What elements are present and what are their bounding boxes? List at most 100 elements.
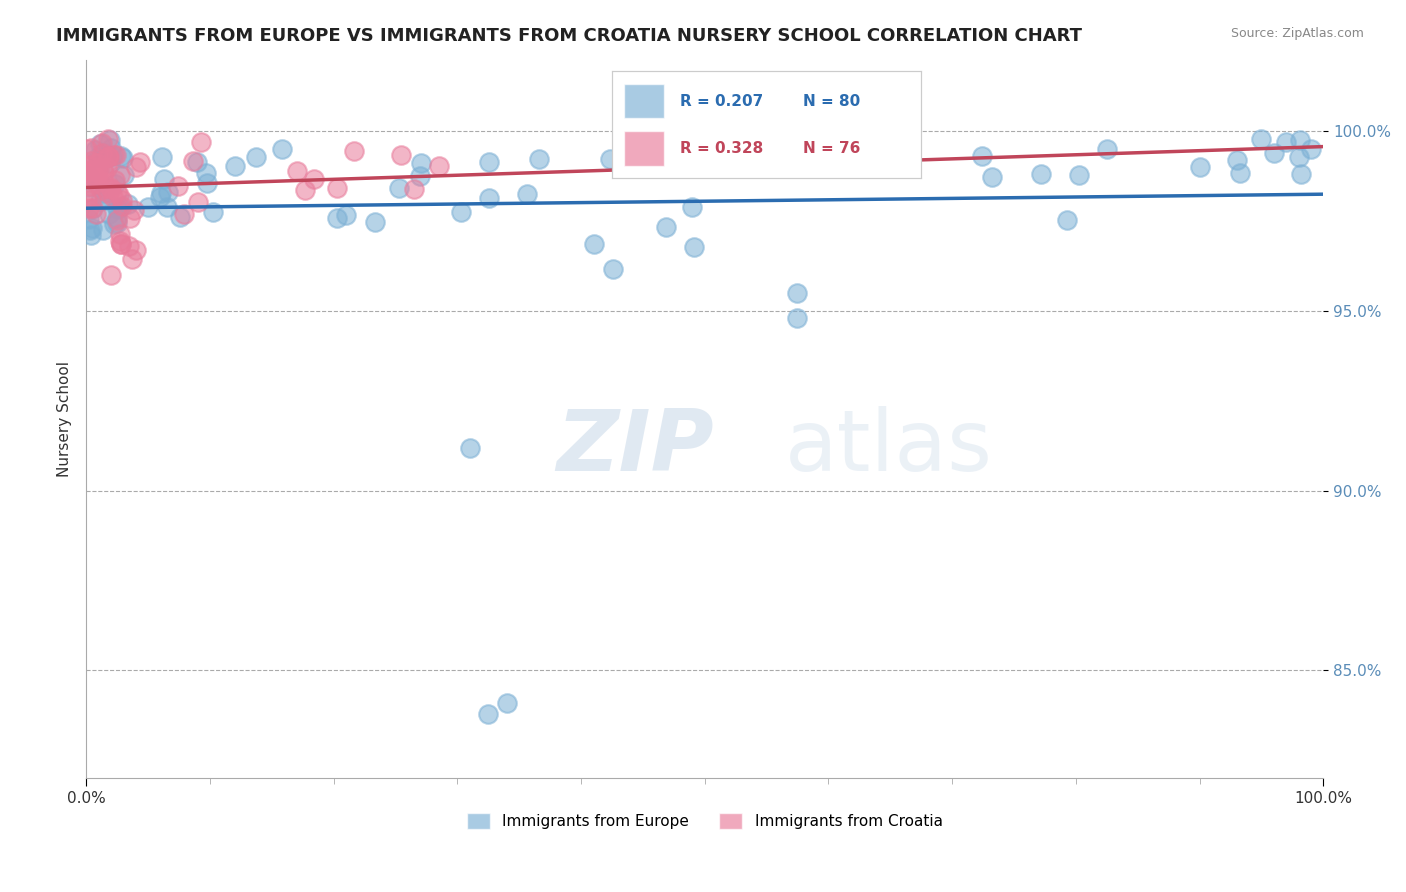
Point <box>80 164 103 178</box>
Point <box>224 159 246 173</box>
Point <box>149 189 172 203</box>
Point <box>150 186 173 201</box>
Point <box>157 186 180 200</box>
Point <box>1299 143 1322 157</box>
Point <box>335 208 357 222</box>
Point <box>89 162 111 177</box>
Point <box>84 207 107 221</box>
Point <box>77 169 100 184</box>
Point <box>786 286 808 301</box>
Point <box>100 268 122 283</box>
Point <box>1288 150 1310 164</box>
Text: R = 0.328: R = 0.328 <box>679 141 763 156</box>
Point <box>125 160 148 174</box>
Point <box>195 176 218 190</box>
Point <box>155 200 177 214</box>
Point <box>786 311 808 326</box>
Point <box>105 211 128 226</box>
Point <box>80 170 103 185</box>
Point <box>294 183 316 197</box>
Point <box>89 194 111 208</box>
Point <box>1275 135 1298 149</box>
Point <box>1097 142 1119 156</box>
Point <box>110 200 132 214</box>
Point <box>103 190 125 204</box>
Text: IMMIGRANTS FROM EUROPE VS IMMIGRANTS FROM CROATIA NURSERY SCHOOL CORRELATION CHA: IMMIGRANTS FROM EUROPE VS IMMIGRANTS FRO… <box>56 27 1083 45</box>
Point <box>108 188 131 202</box>
Point <box>1263 146 1285 161</box>
Point <box>79 179 101 194</box>
Point <box>582 236 605 251</box>
Point <box>98 133 121 147</box>
Point <box>96 161 118 175</box>
Point <box>107 202 129 217</box>
Point <box>76 142 98 156</box>
Point <box>478 191 501 205</box>
Point <box>851 155 873 169</box>
Point <box>97 150 120 164</box>
Point <box>97 132 120 146</box>
Point <box>655 220 678 235</box>
Point <box>202 205 225 219</box>
Point <box>1289 168 1312 182</box>
Point <box>87 155 110 169</box>
Point <box>271 142 294 156</box>
Point <box>388 181 411 195</box>
Point <box>100 182 122 196</box>
Point <box>458 441 481 455</box>
Point <box>364 215 387 229</box>
Point <box>93 146 115 161</box>
Point <box>181 153 204 168</box>
Point <box>105 185 128 199</box>
Point <box>108 168 131 182</box>
Point <box>1226 153 1249 168</box>
Point <box>516 187 538 202</box>
Point <box>91 223 114 237</box>
Point <box>124 203 146 218</box>
Point <box>82 201 104 215</box>
Point <box>77 163 100 178</box>
Point <box>93 166 115 180</box>
Point <box>153 172 176 186</box>
Point <box>105 216 128 230</box>
Point <box>98 180 121 194</box>
Point <box>602 262 624 277</box>
Point <box>104 177 127 191</box>
Point <box>120 211 142 226</box>
Point <box>325 211 347 226</box>
Point <box>91 146 114 161</box>
Point <box>136 200 159 214</box>
Point <box>94 193 117 207</box>
Point <box>103 148 125 162</box>
Point <box>112 168 135 182</box>
Point <box>76 165 98 179</box>
Point <box>80 220 103 235</box>
Point <box>427 159 450 173</box>
Point <box>495 696 517 710</box>
Point <box>1056 213 1078 227</box>
Point <box>110 236 132 251</box>
Point <box>80 141 103 155</box>
Point <box>326 181 349 195</box>
Point <box>104 173 127 187</box>
Point <box>411 155 433 169</box>
Point <box>477 706 499 721</box>
Point <box>86 160 108 174</box>
Point <box>84 177 107 191</box>
FancyBboxPatch shape <box>624 131 664 166</box>
Point <box>77 212 100 227</box>
Point <box>186 155 208 169</box>
Point <box>173 207 195 221</box>
Point <box>128 154 150 169</box>
Point <box>287 164 309 178</box>
Point <box>408 169 430 184</box>
Point <box>90 136 112 151</box>
Point <box>527 152 550 166</box>
Point <box>93 186 115 201</box>
Point <box>104 147 127 161</box>
Text: N = 76: N = 76 <box>803 141 860 156</box>
Point <box>194 166 217 180</box>
Point <box>111 151 134 165</box>
Point <box>79 192 101 206</box>
Point <box>105 201 128 215</box>
